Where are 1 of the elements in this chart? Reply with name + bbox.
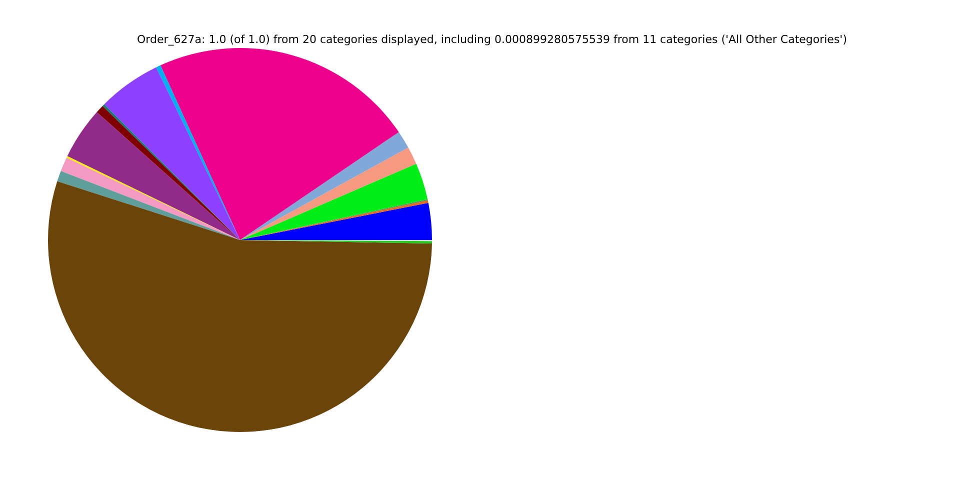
text: Order_627a: 1.0 (of 1.0) from 20 categories displayed, including 0.000899280575539 from 11 categories ('All Other Categories') (137, 33, 847, 46)
